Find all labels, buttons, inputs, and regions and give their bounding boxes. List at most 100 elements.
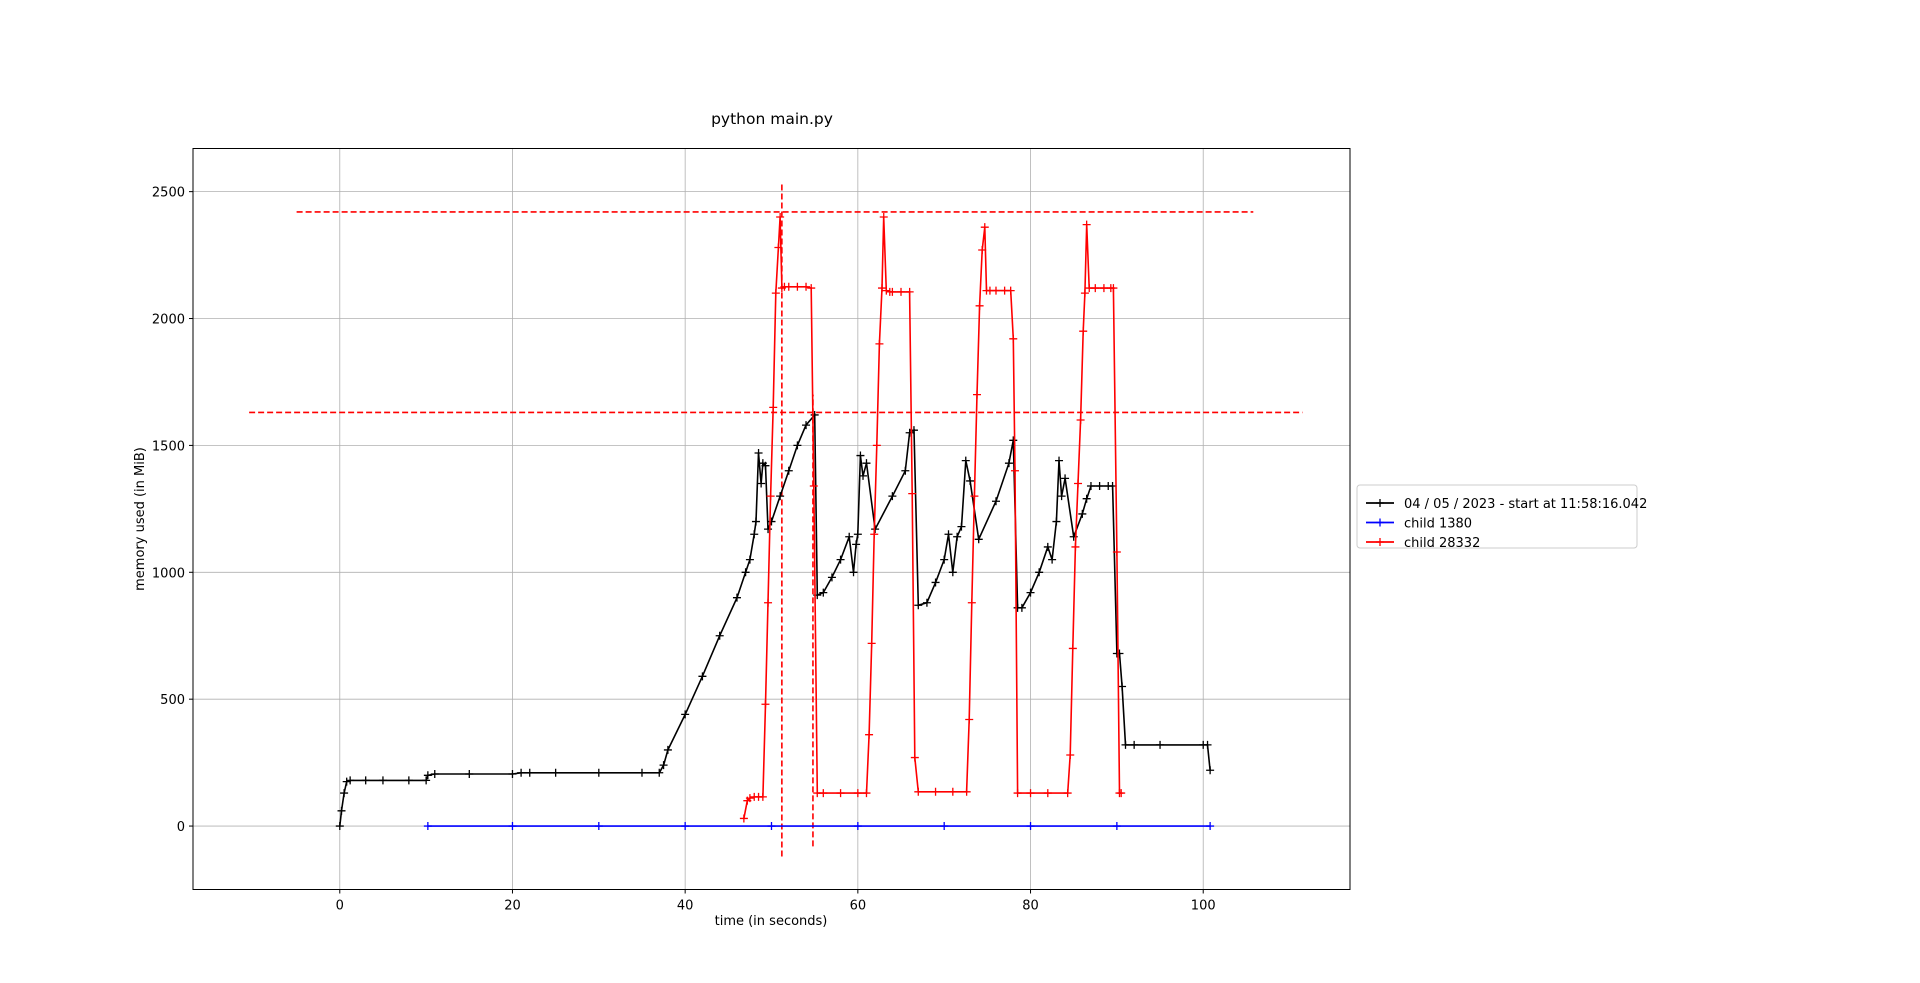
data-point bbox=[346, 776, 355, 785]
data-point bbox=[594, 822, 603, 831]
data-point bbox=[764, 525, 773, 534]
data-point bbox=[836, 555, 845, 564]
data-point bbox=[1048, 555, 1057, 564]
data-point bbox=[853, 822, 862, 831]
data-point bbox=[865, 730, 874, 739]
data-point bbox=[836, 789, 845, 798]
data-point bbox=[764, 598, 773, 607]
data-point bbox=[914, 787, 923, 796]
data-point bbox=[659, 761, 668, 770]
legend-label: 04 / 05 / 2023 - start at 11:58:16.042 bbox=[1404, 497, 1647, 512]
data-point bbox=[940, 555, 949, 564]
data-point bbox=[637, 768, 646, 777]
data-point bbox=[1112, 547, 1121, 556]
data-point bbox=[698, 672, 707, 681]
data-point bbox=[853, 530, 862, 539]
data-point bbox=[766, 492, 775, 501]
data-point bbox=[944, 530, 953, 539]
series-3 bbox=[739, 213, 1126, 823]
data-point bbox=[888, 287, 897, 296]
data-point bbox=[1130, 740, 1139, 749]
data-point bbox=[1066, 751, 1075, 760]
data-point bbox=[940, 822, 949, 831]
data-point bbox=[422, 776, 431, 785]
data-point bbox=[1009, 436, 1018, 445]
data-point bbox=[1076, 416, 1085, 425]
data-point bbox=[337, 806, 346, 815]
data-point bbox=[972, 390, 981, 399]
data-point bbox=[739, 814, 748, 823]
data-point bbox=[423, 822, 432, 831]
data-point bbox=[1082, 220, 1091, 229]
data-point bbox=[517, 768, 526, 777]
plot-area bbox=[192, 148, 1351, 890]
data-point bbox=[784, 282, 793, 291]
data-point bbox=[335, 822, 344, 831]
data-point bbox=[962, 787, 971, 796]
data-point bbox=[1203, 740, 1212, 749]
data-point bbox=[862, 789, 871, 798]
data-point bbox=[802, 282, 811, 291]
series-layer bbox=[335, 213, 1215, 831]
data-point bbox=[810, 410, 819, 419]
data-point bbox=[1035, 568, 1044, 577]
data-point bbox=[1071, 542, 1080, 551]
data-point bbox=[827, 573, 836, 582]
data-point bbox=[908, 489, 917, 498]
data-point bbox=[914, 601, 923, 610]
data-point bbox=[340, 789, 349, 798]
x-tick-label: 60 bbox=[850, 899, 867, 914]
series-line bbox=[339, 412, 1211, 827]
data-point bbox=[1026, 789, 1035, 798]
data-point bbox=[966, 476, 975, 485]
data-point bbox=[948, 787, 957, 796]
data-point bbox=[897, 287, 906, 296]
data-point bbox=[967, 598, 976, 607]
data-point bbox=[1009, 334, 1018, 343]
data-point bbox=[1121, 740, 1130, 749]
data-point bbox=[663, 745, 672, 754]
data-point bbox=[594, 768, 603, 777]
data-point bbox=[991, 286, 1000, 295]
data-point bbox=[856, 451, 865, 460]
data-point bbox=[1206, 822, 1215, 831]
data-point bbox=[430, 770, 439, 779]
data-point bbox=[974, 535, 983, 544]
x-tick-label: 20 bbox=[504, 899, 521, 914]
data-point bbox=[378, 776, 387, 785]
data-point bbox=[741, 568, 750, 577]
data-point bbox=[465, 770, 474, 779]
data-point bbox=[1082, 494, 1091, 503]
data-point bbox=[1206, 766, 1215, 775]
data-point bbox=[1052, 517, 1061, 526]
data-point bbox=[1017, 603, 1026, 612]
data-point bbox=[1004, 459, 1013, 468]
data-point bbox=[1095, 482, 1104, 491]
data-point bbox=[1118, 682, 1127, 691]
data-point bbox=[1055, 456, 1064, 465]
data-point bbox=[1078, 509, 1087, 518]
data-point bbox=[878, 284, 887, 293]
data-point bbox=[757, 479, 766, 488]
data-point bbox=[819, 789, 828, 798]
data-point bbox=[1013, 789, 1022, 798]
data-point bbox=[751, 517, 760, 526]
data-point bbox=[745, 794, 754, 803]
data-point bbox=[845, 532, 854, 541]
data-point bbox=[784, 466, 793, 475]
x-tick-label: 0 bbox=[336, 899, 344, 914]
data-point bbox=[1010, 466, 1019, 475]
data-point bbox=[888, 492, 897, 501]
legend: 04 / 05 / 2023 - start at 11:58:16.042 ch… bbox=[1356, 484, 1647, 551]
data-point bbox=[849, 568, 858, 577]
data-point bbox=[423, 771, 432, 780]
data-point bbox=[905, 287, 914, 296]
data-point bbox=[1112, 822, 1121, 831]
data-point bbox=[931, 578, 940, 587]
data-point bbox=[901, 466, 910, 475]
legend-marker bbox=[1376, 518, 1384, 527]
data-point bbox=[953, 532, 962, 541]
data-point bbox=[681, 822, 690, 831]
data-point bbox=[767, 517, 776, 526]
